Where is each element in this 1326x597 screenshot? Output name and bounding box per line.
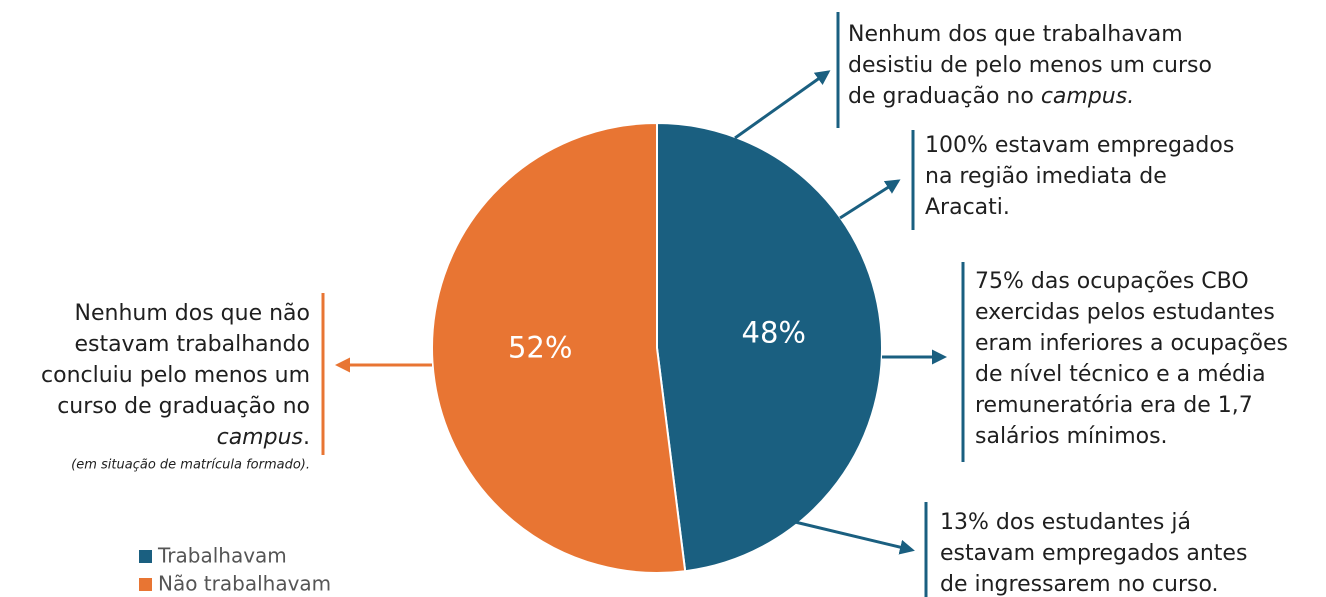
annotation-text: de ingressarem no curso. — [940, 572, 1219, 597]
data-label: 52% — [508, 330, 572, 364]
pie-slice — [656, 121, 883, 573]
annotation-text: remuneratória era de 1,7 — [975, 393, 1253, 418]
annotation-note: (em situação de matrícula formado). — [71, 458, 310, 473]
annotation-text: eram inferiores a ocupações — [975, 331, 1288, 356]
annotation-text: campus. — [217, 425, 310, 450]
annotation-segment: de nível técnico e a média — [975, 362, 1266, 387]
annotation-segment: salários mínimos. — [975, 424, 1168, 449]
annotation-arrow — [839, 179, 901, 220]
annotation-segment: campus. — [1041, 84, 1134, 109]
annotation-segment: na região imediata de — [925, 164, 1167, 189]
annotation-segment: eram inferiores a ocupações — [975, 331, 1288, 356]
annotation-text: curso de graduação no — [57, 394, 310, 419]
annotation-arrow — [734, 70, 831, 140]
annotation-text: estavam empregados antes — [940, 541, 1247, 566]
annotation-segment: estavam empregados antes — [940, 541, 1247, 566]
annotation-arrow — [794, 520, 915, 555]
annotation-segment: desistiu de pelo menos um curso — [848, 53, 1212, 78]
annotation-segment: de ingressarem no curso. — [940, 572, 1219, 597]
annotation-text: Nenhum dos que não — [75, 301, 310, 326]
pie-slice — [431, 121, 687, 574]
annotation-segment: . — [303, 425, 310, 450]
annotation-segment: 13% dos estudantes já — [940, 510, 1191, 535]
annotation-text: 75% das ocupações CBO — [975, 269, 1249, 294]
annotation-text: 100% estavam empregados — [925, 133, 1234, 158]
annotation-text: concluiu pelo menos um — [41, 363, 310, 388]
legend-label: Não trabalhavam — [158, 572, 331, 596]
annotation-text: de nível técnico e a média — [975, 362, 1266, 387]
annotation-segment: de graduação no — [848, 84, 1041, 109]
annotation-segment: Nenhum dos que não — [75, 301, 310, 326]
annotation-text: desistiu de pelo menos um curso — [848, 53, 1212, 78]
annotation-segment: Nenhum dos que trabalhavam — [848, 22, 1183, 47]
annotation-segment: estavam trabalhando — [74, 332, 310, 357]
legend-label: Trabalhavam — [157, 544, 287, 568]
annotation-text: estavam trabalhando — [74, 332, 310, 357]
data-label: 48% — [742, 316, 806, 350]
annotation-segment: concluiu pelo menos um — [41, 363, 310, 388]
legend-swatch — [139, 578, 152, 591]
annotation-segment: campus — [217, 425, 303, 450]
annotation-text: na região imediata de — [925, 164, 1167, 189]
annotation-text: de graduação no campus. — [848, 84, 1134, 109]
annotation-segment: 100% estavam empregados — [925, 133, 1234, 158]
annotation-segment: exercidas pelos estudantes — [975, 300, 1275, 325]
annotation-text: exercidas pelos estudantes — [975, 300, 1275, 325]
annotation-text: 13% dos estudantes já — [940, 510, 1191, 535]
legend-swatch — [139, 550, 152, 563]
annotation-segment: Aracati. — [925, 195, 1010, 220]
annotation-text: salários mínimos. — [975, 424, 1168, 449]
annotation-segment: 75% das ocupações CBO — [975, 269, 1249, 294]
annotation-segment: curso de graduação no — [57, 394, 310, 419]
annotation-text: Nenhum dos que trabalhavam — [848, 22, 1183, 47]
annotation-segment: remuneratória era de 1,7 — [975, 393, 1253, 418]
annotation-text: Aracati. — [925, 195, 1010, 220]
